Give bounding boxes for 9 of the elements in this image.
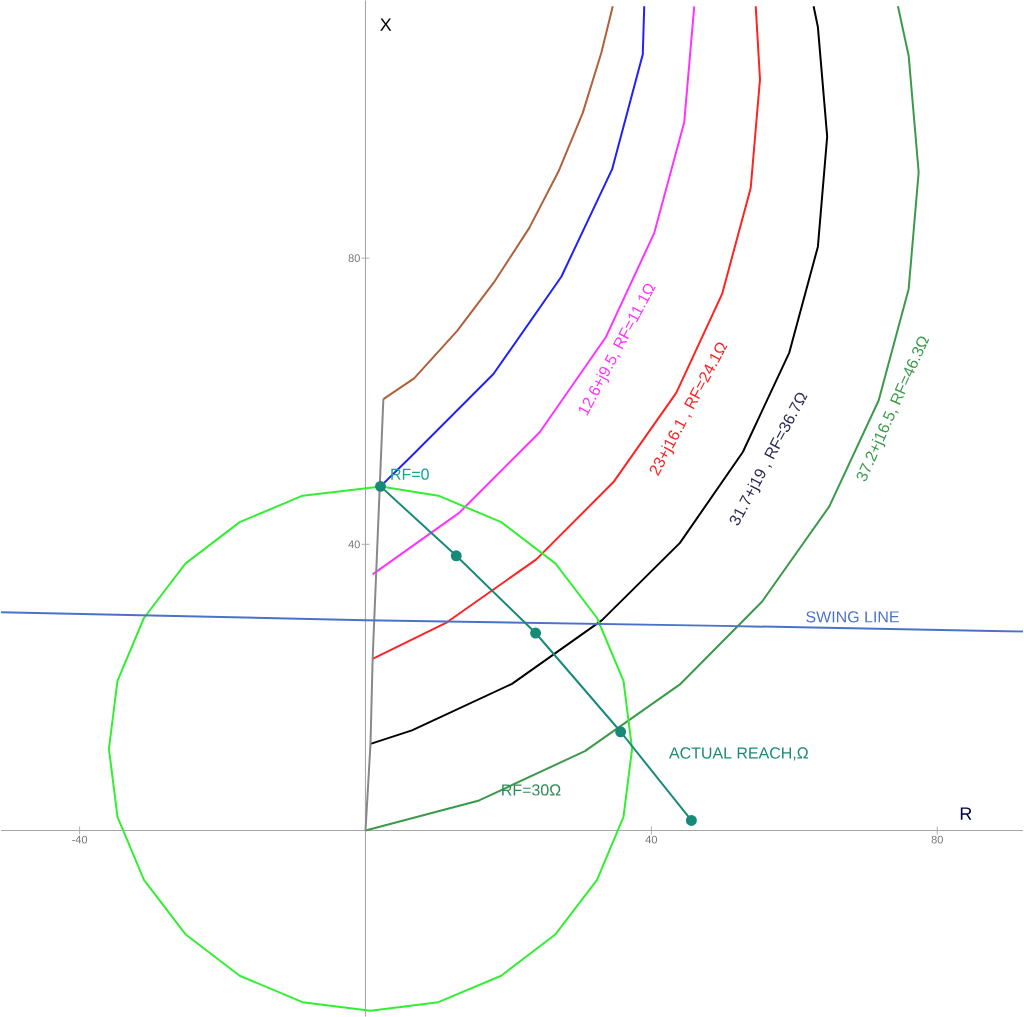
annotation: RF=0 (391, 468, 429, 480)
x-axis-title: R (960, 807, 972, 820)
x-tick-label: 80 (931, 835, 943, 844)
y-axis-title: X (380, 18, 392, 31)
annotation: RF=30Ω (502, 784, 561, 796)
series-label: SWING LINE (806, 611, 899, 623)
series-label: ACTUAL REACH,Ω (669, 747, 808, 761)
x-tick-label: 40 (645, 835, 658, 844)
x-tick-label: -40 (72, 835, 88, 844)
